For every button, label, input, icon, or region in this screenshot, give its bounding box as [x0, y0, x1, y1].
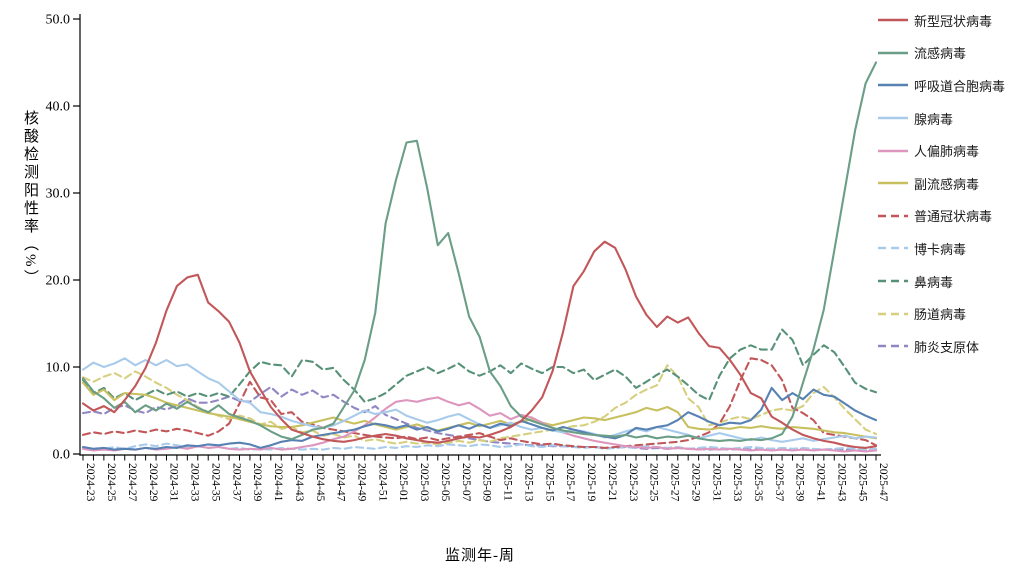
legend-item-flu: 流感病毒: [878, 37, 1024, 70]
x-tick-label: 2025-23: [627, 463, 639, 502]
x-tick-label: 2024-31: [168, 463, 180, 502]
legend-line-sample-hrv: [878, 279, 908, 283]
legend-line-sample-mp: [878, 344, 908, 348]
series-line-hmpv: [81, 396, 878, 453]
series-line-rsv: [81, 386, 878, 451]
legend-label-rsv: 呼吸道合胞病毒: [914, 78, 1006, 94]
legend-line-sample-flu: [878, 51, 908, 55]
legend-item-adv: 腺病毒: [878, 102, 1024, 135]
legend-line-sample-covid: [878, 18, 908, 22]
x-axis-title: 监测年-周: [445, 548, 515, 564]
x-tick-label: 2024-47: [335, 463, 347, 502]
legend-line-sample-hcov: [878, 214, 908, 218]
x-tick-label: 2024-35: [209, 463, 221, 502]
x-tick-label: 2024-45: [314, 463, 326, 502]
legend-item-hrv: 鼻病毒: [878, 265, 1024, 298]
legend-line-sample-piv: [878, 181, 908, 185]
x-tick-label: 2025-21: [606, 463, 618, 502]
x-tick-label: 2025-07: [460, 463, 472, 502]
x-tick-label: 2025-09: [481, 463, 493, 502]
x-tick-label: 2024-23: [84, 463, 96, 502]
x-tick-label: 2025-47: [877, 463, 889, 502]
x-tick-label: 2025-05: [439, 463, 451, 502]
legend-label-mp: 肺炎支原体: [914, 339, 980, 355]
x-tick-label: 2024-39: [251, 463, 263, 502]
legend-label-hcov: 普通冠状病毒: [914, 209, 993, 225]
legend-item-hcov: 普通冠状病毒: [878, 200, 1024, 233]
x-tick-label: 2024-41: [272, 463, 284, 502]
legend-item-piv: 副流感病毒: [878, 167, 1024, 200]
legend: 新型冠状病毒 流感病毒呼吸道合胞病毒 腺病毒人偏肺病毒副流感病毒普通冠状病毒 博卡病毒…: [878, 4, 1024, 363]
legend-item-hbov: 博卡病毒: [878, 232, 1024, 265]
legend-label-ev: 肠道病毒: [914, 307, 967, 323]
x-tick-label: 2025-25: [648, 463, 660, 502]
x-tick-label: 2024-49: [355, 463, 367, 502]
x-tick-label: 2025-43: [835, 463, 847, 502]
x-tick-label: 2025-29: [689, 463, 701, 502]
series-line-covid: [81, 240, 878, 449]
legend-line-sample-hmpv: [878, 149, 908, 152]
legend-label-hmpv: 人偏肺病毒: [914, 144, 980, 160]
x-tick-label: 2025-35: [752, 463, 764, 502]
y-tick-label: 20.0: [46, 274, 71, 289]
x-tick-label: 2025-45: [856, 463, 868, 502]
legend-line-sample-adv: [878, 116, 908, 120]
legend-item-mp: 肺炎支原体: [878, 330, 1024, 363]
x-tick-label: 2024-33: [189, 463, 201, 502]
x-tick-label: 2025-15: [543, 463, 555, 502]
series-line-adv: [81, 357, 878, 443]
x-tick-label: 2025-27: [669, 463, 681, 502]
series-line-hcov: [81, 357, 878, 449]
series-line-piv: [81, 381, 878, 440]
y-tick-label: 30.0: [46, 187, 71, 202]
legend-item-covid: 新型冠状病毒: [878, 4, 1024, 37]
x-tick-label: 2025-01: [397, 463, 409, 502]
legend-line-sample-ev: [878, 312, 908, 315]
x-tick-label: 2025-17: [564, 463, 576, 502]
legend-line-sample-hbov: [878, 247, 908, 250]
x-tick-label: 2025-33: [731, 463, 743, 502]
legend-label-covid: 新型冠状病毒: [914, 13, 993, 29]
legend-line-sample-rsv: [878, 84, 908, 87]
x-tick-label: 2024-43: [293, 463, 305, 502]
legend-item-rsv: 呼吸道合胞病毒: [878, 69, 1024, 102]
x-tick-label: 2024-25: [105, 463, 117, 502]
y-tick-label: 40.0: [46, 100, 71, 115]
x-tick-label: 2025-31: [710, 463, 722, 502]
x-tick-label: 2025-03: [418, 463, 430, 502]
legend-label-hbov: 博卡病毒: [914, 241, 967, 257]
x-tick-label: 2025-11: [502, 463, 514, 501]
legend-label-hrv: 鼻病毒: [914, 274, 954, 290]
y-tick-label: 50.0: [46, 13, 71, 28]
x-tick-label: 2025-41: [815, 463, 827, 502]
x-tick-label: 2024-29: [147, 463, 159, 502]
x-tick-label: 2024-37: [230, 463, 242, 502]
x-tick-label: 2024-27: [126, 463, 138, 502]
legend-label-flu: 流感病毒: [914, 46, 967, 62]
legend-item-ev: 肠道病毒: [878, 297, 1024, 330]
y-tick-label: 10.0: [46, 361, 71, 376]
y-tick-label: 0.0: [53, 448, 71, 463]
x-tick-label: 2025-13: [522, 463, 534, 502]
x-tick-label: 2025-19: [585, 463, 597, 502]
series-line-hrv: [81, 328, 878, 403]
series-line-flu: [81, 61, 878, 442]
legend-label-adv: 腺病毒: [914, 111, 954, 127]
y-axis-title: 核酸检测阳性率（%）: [22, 110, 38, 288]
legend-item-hmpv: 人偏肺病毒: [878, 134, 1024, 167]
x-tick-label: 2024-51: [376, 463, 388, 502]
x-tick-label: 2025-37: [773, 463, 785, 502]
legend-label-piv: 副流感病毒: [914, 176, 980, 192]
x-tick-label: 2025-39: [794, 463, 806, 502]
